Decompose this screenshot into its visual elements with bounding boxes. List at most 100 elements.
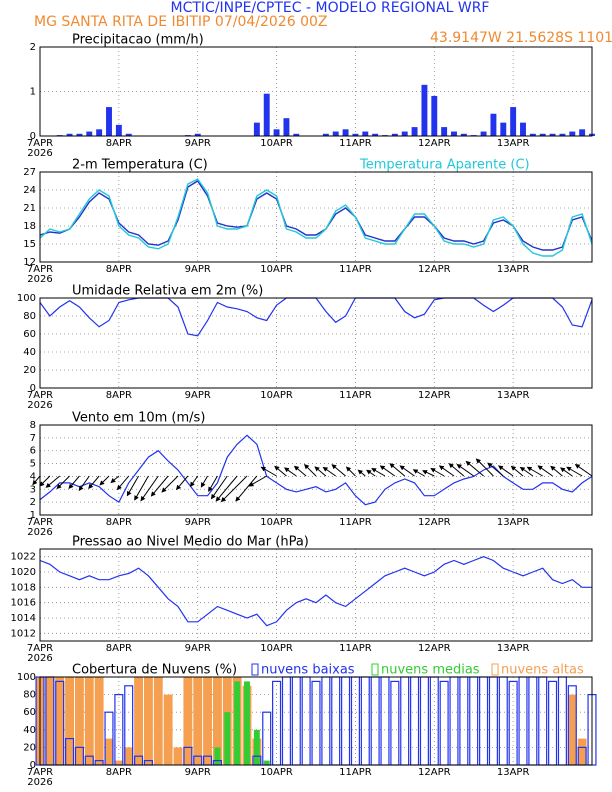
y-tick-label: 0 <box>30 760 36 771</box>
y-tick-label: 60 <box>23 329 36 340</box>
bar <box>460 133 467 136</box>
x-tick-label: 11APR <box>339 517 372 528</box>
x-tick-label: 7APR <box>27 138 53 149</box>
y-tick-label: 1018 <box>11 582 36 593</box>
x-tick-label: 10APR <box>260 264 293 275</box>
wind-arrow <box>526 466 543 477</box>
bar <box>194 133 201 136</box>
y-tick-label: 24 <box>23 185 36 196</box>
x-tick-label: 8APR <box>106 643 132 654</box>
x-tick-label: 11APR <box>339 138 372 149</box>
y-tick-label: 6 <box>30 446 36 457</box>
wind-arrow <box>559 467 573 477</box>
y-tick-label: 1012 <box>11 628 36 639</box>
data-line <box>39 178 593 257</box>
x-tick-label: 9APR <box>185 138 211 149</box>
y-tick-label: 80 <box>23 690 36 701</box>
x-tick-label: 7APR <box>27 517 53 528</box>
wind-arrow <box>293 465 307 477</box>
bar <box>234 681 241 765</box>
wind-arrow <box>260 466 277 477</box>
bar <box>322 133 329 136</box>
x-year-label: 2026 <box>27 653 52 664</box>
legend-swatch <box>371 663 379 676</box>
bar <box>293 133 300 136</box>
wind-arrow <box>200 475 209 488</box>
x-tick-label: 13APR <box>497 643 530 654</box>
wind-arrow <box>283 467 297 477</box>
header-coordinates: 43.9147W 21.5628S 1101m <box>430 30 612 46</box>
panel-title: Pressao ao Nivel Medio do Mar (hPa) <box>72 535 309 550</box>
legend-label: Temperatura Aparente (C) <box>359 158 530 173</box>
wind-arrow <box>399 465 415 477</box>
plot-frame <box>39 548 593 642</box>
y-tick-label: 2 <box>30 42 36 53</box>
bar <box>115 124 122 136</box>
x-tick-label: 8APR <box>106 264 132 275</box>
wind-arrow <box>566 466 583 477</box>
wind-arrow <box>39 475 51 487</box>
bar <box>569 131 576 136</box>
bar <box>96 129 103 136</box>
bar <box>273 129 280 136</box>
wind-arrow <box>465 460 484 477</box>
bar <box>163 694 173 765</box>
bar <box>253 729 260 765</box>
x-tick-label: 13APR <box>497 767 530 778</box>
bar <box>480 131 487 136</box>
wind-arrow <box>331 464 346 477</box>
bar <box>86 131 93 136</box>
y-tick-label: 3 <box>30 484 36 495</box>
wind-arrow <box>487 462 504 477</box>
bar <box>244 681 250 765</box>
x-tick-label: 13APR <box>497 264 530 275</box>
wind-arrow <box>78 475 90 492</box>
bar <box>567 694 577 765</box>
panel-title: 2-m Temperatura (C) <box>72 158 208 173</box>
wind-arrow <box>134 475 149 501</box>
y-tick-label: 1022 <box>11 552 36 563</box>
x-tick-label: 12APR <box>418 517 451 528</box>
x-tick-label: 8APR <box>106 517 132 528</box>
bar <box>55 677 65 765</box>
y-tick-label: 8 <box>30 420 36 431</box>
plot-frame <box>39 424 593 516</box>
x-tick-label: 9APR <box>185 767 211 778</box>
bar <box>510 107 517 136</box>
bar <box>212 677 222 765</box>
x-tick-label: 11APR <box>339 390 372 401</box>
wind-arrow <box>322 466 337 477</box>
data-line <box>39 556 592 627</box>
wind-arrow <box>422 470 435 477</box>
wind-arrow <box>448 463 465 477</box>
panel-title: Cobertura de Nuvens (%) <box>72 663 237 678</box>
wind-arrow <box>574 463 593 477</box>
x-tick-label: 13APR <box>497 517 530 528</box>
x-tick-label: 8APR <box>106 138 132 149</box>
bar <box>45 677 55 765</box>
bar <box>66 133 73 136</box>
x-tick-label: 13APR <box>497 138 530 149</box>
wind-arrow <box>430 468 445 477</box>
bar <box>549 133 556 136</box>
y-tick-label: 40 <box>23 725 36 736</box>
x-tick-label: 12APR <box>418 767 451 778</box>
bar <box>65 677 75 765</box>
x-tick-label: 8APR <box>106 767 132 778</box>
bar <box>84 677 94 765</box>
bar <box>114 760 124 765</box>
panel-title: Umidade Relativa em 2m (%) <box>72 284 263 299</box>
data-line <box>39 180 593 251</box>
plot-frame <box>39 297 593 389</box>
bar <box>106 107 112 136</box>
legend-label: nuvens medias <box>381 663 480 678</box>
wind-arrow <box>210 475 228 500</box>
plot-frame <box>39 46 593 137</box>
y-tick-label: 27 <box>23 167 36 178</box>
y-tick-label: 1014 <box>11 613 36 624</box>
plot-area <box>40 425 592 515</box>
bar <box>76 133 83 136</box>
x-tick-label: 10APR <box>260 390 293 401</box>
legend-label: nuvens altas <box>501 663 584 678</box>
x-tick-label: 12APR <box>418 138 451 149</box>
